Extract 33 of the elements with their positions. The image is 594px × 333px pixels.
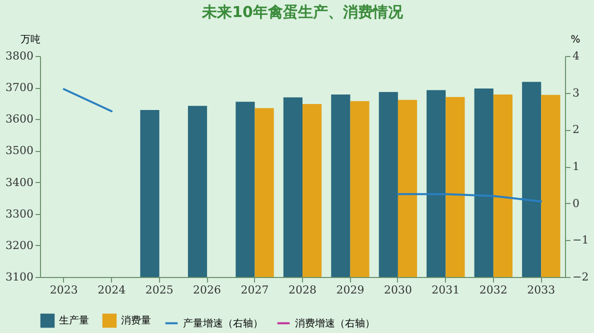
x-tick-label: 2023: [50, 284, 78, 296]
y2-axis-title: %: [570, 34, 580, 46]
x-tick-label: 2029: [336, 284, 364, 296]
x-tick-label: 2033: [527, 284, 556, 296]
x-tick-label: 2026: [193, 284, 222, 296]
y2-tick-label: 0: [572, 196, 580, 210]
chart-title: 未来10年禽蛋生产、消费情况: [201, 3, 404, 21]
legend-label: 消费量: [121, 314, 151, 327]
y-tick-label: 3200: [6, 238, 34, 252]
x-tick-label: 2030: [384, 284, 412, 296]
x-tick-label: 2025: [145, 284, 174, 296]
y2-tick-label: 1: [572, 160, 580, 173]
x-tick-label: 2024: [98, 284, 126, 296]
y-tick-label: 3300: [6, 207, 34, 220]
y-tick-label: 3400: [6, 176, 34, 189]
x-tick-label: 2028: [288, 284, 316, 296]
y-tick-label: 3500: [6, 144, 34, 158]
y2-tick-label: 3: [572, 86, 580, 100]
legend-label: 生产量: [59, 314, 89, 327]
x-tick-label: 2031: [432, 284, 460, 296]
x-tick-label: 2027: [240, 284, 269, 296]
y-tick-label: 3800: [6, 50, 34, 62]
y2-tick-label: −2: [572, 270, 589, 284]
x-tick-label: 2032: [479, 284, 508, 296]
y-tick-label: 3700: [6, 81, 34, 94]
y-axis-title: 万吨: [20, 34, 40, 46]
y-tick-label: 3100: [6, 270, 34, 284]
legend-label: 产量增速（右轴）: [183, 317, 263, 330]
y-tick-label: 3600: [6, 112, 34, 126]
legend-label: 消费增速（右轴）: [295, 317, 375, 330]
y2-tick-label: 4: [572, 50, 580, 62]
y2-tick-label: −1: [572, 234, 589, 247]
y2-tick-label: 2: [572, 123, 580, 136]
